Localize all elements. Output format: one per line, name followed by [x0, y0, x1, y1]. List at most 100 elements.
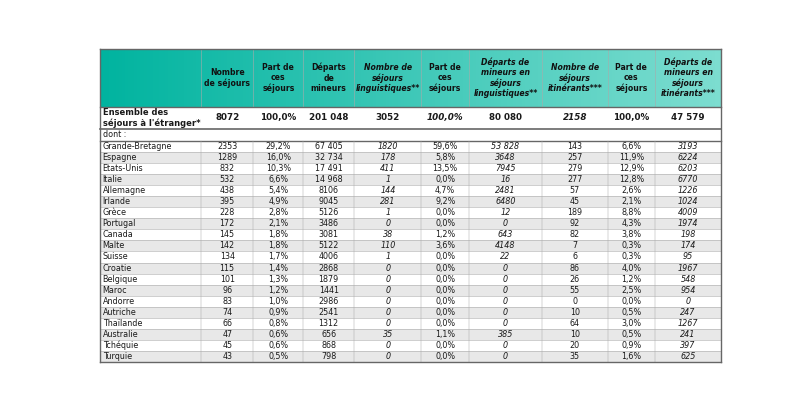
Text: 0: 0 — [385, 308, 390, 317]
Text: 5,8%: 5,8% — [435, 153, 455, 162]
Text: 4,3%: 4,3% — [622, 219, 642, 228]
Text: 0,0%: 0,0% — [435, 175, 455, 184]
Text: 29,2%: 29,2% — [266, 142, 291, 151]
Bar — [259, 49, 263, 107]
Bar — [544, 49, 549, 107]
Text: 53 828: 53 828 — [491, 142, 520, 151]
Bar — [587, 49, 592, 107]
Text: Belgique: Belgique — [103, 275, 138, 284]
Bar — [380, 49, 384, 107]
Bar — [585, 49, 589, 107]
Bar — [119, 49, 123, 107]
Text: 2481: 2481 — [495, 186, 516, 195]
Text: 10,3%: 10,3% — [266, 164, 291, 173]
Text: 656: 656 — [321, 330, 336, 339]
Text: 0: 0 — [503, 319, 508, 328]
Bar — [693, 49, 698, 107]
Bar — [643, 49, 648, 107]
Bar — [234, 49, 238, 107]
Text: 64: 64 — [570, 319, 580, 328]
Text: 115: 115 — [219, 264, 235, 273]
Text: 1,2%: 1,2% — [622, 275, 642, 284]
Bar — [426, 49, 430, 107]
Text: Malte: Malte — [103, 241, 125, 250]
Bar — [175, 49, 179, 107]
Bar — [485, 49, 489, 107]
Bar — [206, 49, 210, 107]
Text: 0: 0 — [503, 352, 508, 361]
Text: 1,1%: 1,1% — [435, 330, 455, 339]
Bar — [162, 49, 167, 107]
Bar — [159, 49, 163, 107]
Text: 12,9%: 12,9% — [618, 164, 644, 173]
Text: 3,8%: 3,8% — [622, 230, 642, 239]
Bar — [112, 49, 117, 107]
Bar — [156, 49, 160, 107]
Bar — [690, 49, 694, 107]
Bar — [314, 49, 319, 107]
Bar — [448, 49, 452, 107]
Bar — [143, 49, 148, 107]
Text: 12,8%: 12,8% — [619, 175, 644, 184]
Text: Canada: Canada — [103, 230, 133, 239]
Bar — [622, 49, 626, 107]
Bar — [203, 49, 207, 107]
Text: 67 405: 67 405 — [315, 142, 343, 151]
Text: 12: 12 — [501, 208, 510, 217]
Bar — [100, 329, 721, 340]
Bar — [100, 252, 721, 263]
Bar — [497, 49, 501, 107]
Bar — [100, 141, 721, 152]
Bar — [181, 49, 185, 107]
Bar — [504, 49, 508, 107]
Bar — [628, 49, 632, 107]
Text: 3648: 3648 — [495, 153, 516, 162]
Bar — [147, 49, 151, 107]
Text: 6,6%: 6,6% — [622, 142, 642, 151]
Text: Croatie: Croatie — [103, 264, 132, 273]
Text: 45: 45 — [570, 197, 580, 206]
Text: 228: 228 — [219, 208, 235, 217]
Bar — [559, 49, 564, 107]
Bar — [702, 49, 706, 107]
Bar — [135, 49, 139, 107]
Text: 0,0%: 0,0% — [435, 319, 455, 328]
Bar — [100, 307, 721, 318]
Bar — [436, 49, 440, 107]
Text: 0: 0 — [385, 275, 390, 284]
Bar — [562, 49, 567, 107]
Text: Nombre de
séjours
linguistiques**: Nombre de séjours linguistiques** — [356, 63, 420, 93]
Bar — [681, 49, 685, 107]
Text: 17 491: 17 491 — [315, 164, 343, 173]
Bar — [569, 49, 574, 107]
Bar — [100, 107, 721, 129]
Text: 279: 279 — [567, 164, 582, 173]
Text: 395: 395 — [219, 197, 235, 206]
Text: 22: 22 — [501, 252, 510, 261]
Text: 0: 0 — [385, 341, 390, 350]
Text: 397: 397 — [680, 341, 696, 350]
Text: 100,0%: 100,0% — [427, 113, 464, 122]
Bar — [383, 49, 387, 107]
Text: 7: 7 — [572, 241, 578, 250]
Bar — [100, 284, 721, 296]
Text: 0,0%: 0,0% — [435, 264, 455, 273]
Text: 0: 0 — [385, 219, 390, 228]
Text: 0: 0 — [503, 275, 508, 284]
Text: 625: 625 — [680, 352, 696, 361]
Bar — [631, 49, 635, 107]
Bar — [296, 49, 300, 107]
Text: Départs
de
mineurs: Départs de mineurs — [311, 63, 347, 93]
Bar — [239, 49, 244, 107]
Bar — [150, 49, 154, 107]
Bar — [140, 49, 145, 107]
Bar — [473, 49, 477, 107]
Text: 47: 47 — [222, 330, 232, 339]
Bar — [718, 49, 723, 107]
Bar — [330, 49, 334, 107]
Bar — [165, 49, 170, 107]
Text: 1879: 1879 — [319, 275, 339, 284]
Bar — [199, 49, 203, 107]
Bar — [529, 49, 533, 107]
Bar — [336, 49, 340, 107]
